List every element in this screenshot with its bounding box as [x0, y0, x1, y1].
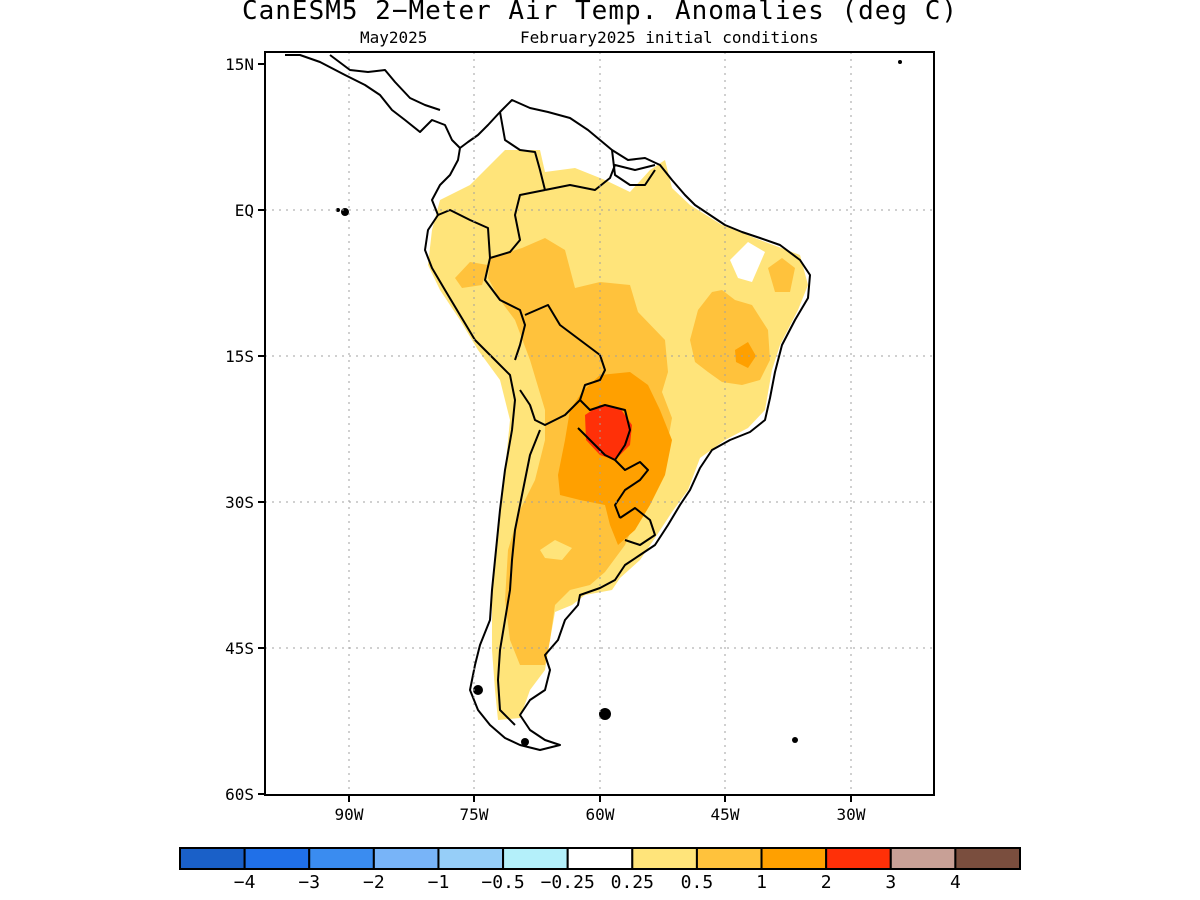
colorbar-swatch: [954, 847, 1022, 870]
border-peru-brazil: [484, 257, 526, 361]
colorbar-swatch: [502, 847, 569, 870]
anomaly-region-0.5-1: [768, 258, 795, 292]
map-title: CanESM5 2−Meter Air Temp. Anomalies (deg…: [241, 0, 959, 26]
falklands: [599, 708, 611, 720]
coastline: [285, 54, 811, 751]
colorbar-label: 0.25: [611, 872, 654, 893]
colorbar-label: −4: [234, 872, 256, 893]
colorbar-swatch: [243, 847, 311, 870]
anomaly-region-0.5-1: [455, 262, 488, 288]
colorbar-label: −0.25: [541, 872, 595, 893]
lat-label: 30S: [225, 493, 254, 512]
lon-label: 90W: [335, 805, 364, 824]
lat-label: EQ: [235, 201, 254, 220]
colorbar-swatch: [566, 847, 634, 870]
border-colombia-venezuela: [499, 111, 546, 191]
border-bolivia: [519, 304, 606, 426]
colorbar-label: 0.5: [681, 872, 714, 893]
colorbar-swatch: [308, 847, 375, 870]
colorbar-swatch: [372, 847, 440, 870]
lon-label: 75W: [460, 805, 489, 824]
colorbar-label: −3: [298, 872, 320, 893]
lon-label: 60W: [586, 805, 615, 824]
south-america-coast: [424, 99, 811, 751]
latitude-labels: 15N EQ 15S 30S 45S 60S: [225, 55, 254, 804]
colorbar-label: 2: [821, 872, 832, 893]
border-uruguay: [619, 507, 656, 546]
colorbar-swatch: [760, 847, 828, 870]
colorbar-label: −1: [428, 872, 450, 893]
colorbar-label: 4: [950, 872, 961, 893]
border-venezuela-brazil: [544, 164, 656, 191]
lat-label: 15N: [225, 55, 254, 74]
initial-conditions-label: February2025 initial conditions: [520, 28, 819, 47]
colorbar-label: −2: [363, 872, 385, 893]
colorbar-label: 3: [885, 872, 896, 893]
gridlines: [265, 52, 934, 795]
galapagos: [341, 208, 349, 216]
forecast-month: May2025: [360, 28, 428, 47]
border-guianas: [611, 149, 656, 186]
colorbar-label: −0.5: [481, 872, 524, 893]
anomaly-region-0.25-0.5: [540, 540, 572, 560]
colorbar-swatch: [695, 847, 763, 870]
border-paraguay: [577, 399, 631, 461]
colorbar-labels: −4 −3 −2 −1 −0.5 −0.25 0.25 0.5 1 2 3 4: [234, 872, 961, 893]
lon-label: 30W: [837, 805, 866, 824]
lat-label: 60S: [225, 785, 254, 804]
tierra-del-fuego: [521, 738, 529, 746]
colorbar-swatch: [437, 847, 505, 870]
lat-label: 45S: [225, 639, 254, 658]
lat-label: 15S: [225, 347, 254, 366]
border-ecuador: [437, 209, 491, 259]
lon-label: 45W: [711, 805, 740, 824]
longitude-labels: 90W 75W 60W 45W 30W: [335, 805, 866, 824]
colorbar-swatch: [179, 847, 246, 870]
axis-ticks: [258, 63, 852, 802]
south-georgia: [792, 737, 798, 743]
caribbean-island: [898, 60, 902, 64]
colorbar-swatch: [631, 847, 698, 870]
map-area: [285, 54, 902, 751]
central-america-coast-north: [329, 54, 441, 111]
anomaly-region-1-2: [735, 342, 756, 368]
country-borders: [437, 111, 656, 726]
anomaly-region-neutral: [730, 242, 765, 282]
central-america-coast: [285, 54, 461, 149]
colorbar: [179, 847, 1022, 870]
chilean-islands: [473, 685, 483, 695]
colorbar-swatch: [889, 847, 957, 870]
border-chile-argentina: [497, 429, 541, 726]
border-colombia-brazil: [489, 189, 546, 259]
galapagos: [336, 208, 340, 212]
colorbar-swatch: [825, 847, 892, 870]
colorbar-label: 1: [756, 872, 767, 893]
